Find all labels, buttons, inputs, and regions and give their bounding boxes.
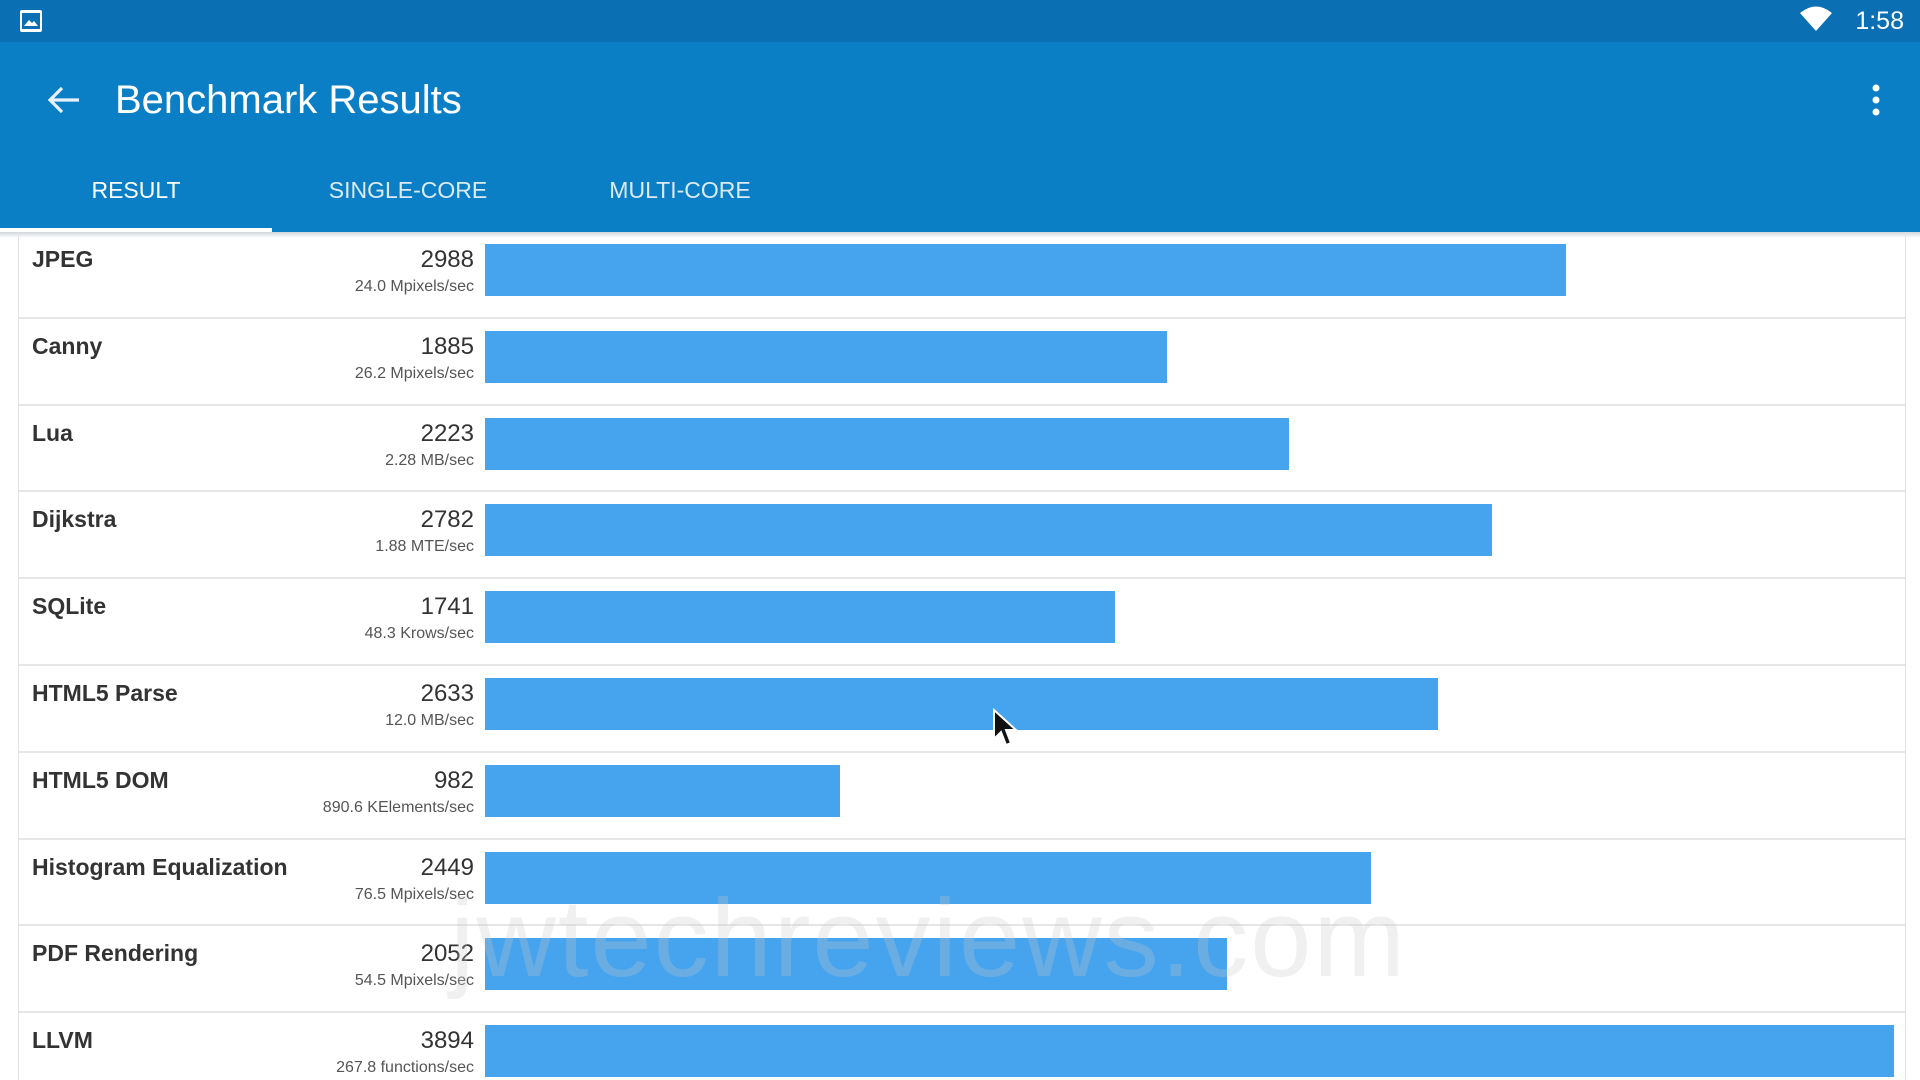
benchmark-score: 1885 bbox=[420, 332, 474, 360]
score-bar-track bbox=[485, 330, 1894, 383]
result-row: PDF Rendering 2052 54.5 Mpixels/sec bbox=[19, 926, 1905, 1014]
benchmark-name: Dijkstra bbox=[32, 506, 117, 533]
benchmark-rate: 1.88 MTE/sec bbox=[375, 538, 474, 556]
tab-label: SINGLE-CORE bbox=[328, 176, 488, 203]
benchmark-name: Lua bbox=[32, 419, 73, 446]
more-vertical-icon bbox=[1872, 84, 1880, 116]
tab-result[interactable]: RESULT bbox=[0, 148, 272, 232]
results-list[interactable]: JPEG 2988 24.0 Mpixels/sec Canny 1885 26… bbox=[18, 232, 1906, 1080]
app-bar-shadow bbox=[0, 232, 1920, 238]
benchmark-name: SQLite bbox=[32, 593, 107, 620]
benchmark-score: 2782 bbox=[420, 506, 474, 534]
score-bar bbox=[485, 591, 1115, 644]
image-icon bbox=[20, 10, 42, 32]
benchmark-rate: 24.0 Mpixels/sec bbox=[354, 278, 474, 295]
tab-single-core[interactable]: SINGLE-CORE bbox=[272, 148, 544, 232]
benchmark-rate: 76.5 Mpixels/sec bbox=[354, 885, 474, 903]
benchmark-rate: 890.6 KElements/sec bbox=[322, 798, 474, 816]
benchmark-score: 3894 bbox=[420, 1027, 474, 1055]
score-bar bbox=[485, 1025, 1894, 1078]
page-title: Benchmark Results bbox=[115, 78, 462, 122]
benchmark-name: PDF Rendering bbox=[32, 940, 199, 967]
score-bar bbox=[485, 330, 1168, 383]
wifi-icon bbox=[1799, 6, 1833, 37]
tab-bar: RESULT SINGLE-CORE MULTI-CORE bbox=[0, 148, 816, 232]
score-bar bbox=[485, 504, 1492, 557]
result-row: LLVM 3894 267.8 functions/sec bbox=[19, 1013, 1905, 1080]
benchmark-rate: 12.0 MB/sec bbox=[385, 711, 474, 729]
score-bar-track bbox=[485, 417, 1894, 470]
back-button[interactable] bbox=[38, 74, 90, 126]
result-row: HTML5 Parse 2633 12.0 MB/sec bbox=[19, 666, 1905, 753]
benchmark-score: 2449 bbox=[420, 853, 474, 881]
tab-label: MULTI-CORE bbox=[609, 176, 751, 203]
score-bar bbox=[485, 417, 1290, 470]
benchmark-name: JPEG bbox=[32, 246, 94, 272]
watermark: jwtechreviews.com bbox=[450, 877, 1408, 1000]
benchmark-rate: 54.5 Mpixels/sec bbox=[354, 972, 474, 990]
result-row: Dijkstra 2782 1.88 MTE/sec bbox=[19, 492, 1905, 580]
result-row: Lua 2223 2.28 MB/sec bbox=[19, 406, 1905, 493]
score-bar bbox=[485, 244, 1567, 296]
score-bar-track bbox=[485, 851, 1894, 904]
result-row: SQLite 1741 48.3 Krows/sec bbox=[19, 579, 1905, 666]
result-row: Canny 1885 26.2 Mpixels/sec bbox=[19, 319, 1905, 406]
benchmark-score: 2052 bbox=[420, 940, 474, 968]
mouse-cursor-icon bbox=[992, 707, 1019, 753]
benchmark-score: 2223 bbox=[420, 419, 474, 447]
benchmark-score: 2633 bbox=[420, 679, 474, 707]
result-row: Histogram Equalization 2449 76.5 Mpixels… bbox=[19, 840, 1905, 927]
result-row: HTML5 DOM 982 890.6 KElements/sec bbox=[19, 753, 1905, 840]
score-bar-track bbox=[485, 1025, 1894, 1078]
score-bar-track bbox=[485, 244, 1894, 296]
score-bar-track bbox=[485, 764, 1894, 817]
tab-label: RESULT bbox=[91, 176, 181, 203]
benchmark-name: Canny bbox=[32, 332, 103, 359]
benchmark-name: HTML5 Parse bbox=[32, 679, 178, 706]
benchmark-score: 982 bbox=[433, 766, 474, 794]
benchmark-rate: 2.28 MB/sec bbox=[385, 451, 474, 469]
tab-multi-core[interactable]: MULTI-CORE bbox=[544, 148, 816, 232]
score-bar-track bbox=[485, 591, 1894, 644]
benchmark-name: HTML5 DOM bbox=[32, 766, 169, 793]
score-bar-track bbox=[485, 938, 1894, 991]
status-time: 1:58 bbox=[1855, 6, 1904, 35]
score-bar bbox=[485, 764, 841, 817]
score-bar bbox=[485, 938, 1228, 991]
benchmark-rate: 48.3 Krows/sec bbox=[364, 625, 474, 643]
status-bar: 1:58 bbox=[0, 0, 1920, 42]
app-bar: Benchmark Results RESULT SINGLE-CORE MUL… bbox=[0, 42, 1920, 232]
benchmark-score: 2988 bbox=[420, 246, 474, 273]
arrow-back-icon bbox=[47, 86, 79, 114]
benchmark-name: Histogram Equalization bbox=[32, 853, 288, 880]
benchmark-name: LLVM bbox=[32, 1027, 93, 1054]
score-bar-track bbox=[485, 504, 1894, 557]
score-bar bbox=[485, 677, 1438, 730]
result-row: JPEG 2988 24.0 Mpixels/sec bbox=[19, 232, 1905, 319]
benchmark-rate: 26.2 Mpixels/sec bbox=[354, 364, 474, 382]
score-bar bbox=[485, 851, 1372, 904]
benchmark-score: 1741 bbox=[420, 593, 474, 621]
score-bar-track bbox=[485, 677, 1894, 730]
benchmark-rate: 267.8 functions/sec bbox=[336, 1059, 474, 1077]
overflow-menu-button[interactable] bbox=[1850, 74, 1902, 126]
